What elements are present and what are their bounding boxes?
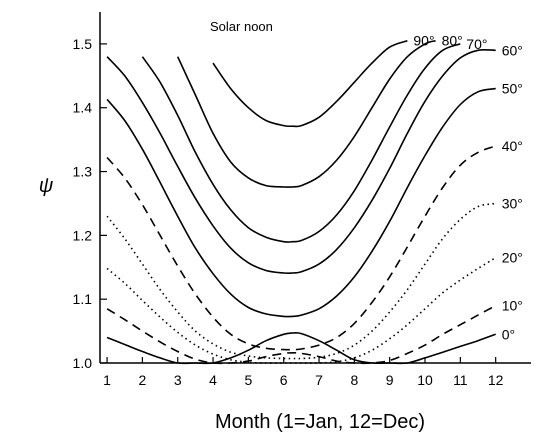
y-tick-label: 1.0 (73, 355, 93, 371)
x-tick-label: 4 (209, 372, 217, 388)
curve-80-deg (176, 39, 436, 188)
curve-label: 60° (502, 42, 523, 58)
curve-label: 30° (502, 196, 523, 212)
x-tick-label: 3 (174, 372, 182, 388)
curve-label: 40° (502, 138, 523, 154)
curve-40-deg (106, 145, 496, 351)
curve-label: 0° (502, 326, 515, 342)
x-axis-title: Month (1=Jan, 12=Dec) (215, 411, 425, 433)
curve-label: 20° (502, 250, 523, 266)
solar-noon-annotation: Solar noon (210, 19, 273, 34)
x-tick-label: 10 (417, 372, 433, 388)
curve-90-deg (212, 39, 408, 128)
curve-50-deg (106, 87, 496, 318)
x-tick-label: 9 (386, 372, 394, 388)
curve-label: 50° (502, 81, 523, 97)
axis-ticks: 1 2 3 4 5 6 7 8 9 10 11 121.01.11.21.31.41.5 (73, 36, 504, 388)
curve-30-deg (106, 202, 496, 360)
x-tick-label: 1 (103, 372, 111, 388)
y-tick-label: 1.2 (73, 227, 93, 243)
x-tick-label: 12 (488, 372, 504, 388)
curve-20-deg (106, 257, 497, 364)
curve-0-deg (106, 332, 496, 365)
y-tick-label: 1.1 (73, 291, 93, 307)
x-tick-label: 2 (138, 372, 146, 388)
x-tick-label: 8 (350, 372, 358, 388)
curve-label: 10° (502, 298, 523, 314)
curve-label-group: 0° 10° 20° 30° 40° 50° 60° 70°80° 90° (413, 33, 522, 343)
curve-70-deg (141, 43, 461, 243)
curve-60-deg (106, 48, 496, 275)
curve-label: 90° (413, 33, 434, 49)
curve-10-deg (106, 304, 497, 365)
curve-group (106, 39, 497, 365)
y-tick-label: 1.3 (73, 164, 93, 180)
y-tick-label: 1.5 (73, 36, 93, 52)
curve-label: 80° (442, 33, 463, 49)
x-tick-label: 5 (244, 372, 252, 388)
y-tick-label: 1.4 (73, 100, 93, 116)
x-tick-label: 11 (453, 372, 468, 388)
y-axis-title: ψ (39, 175, 54, 197)
x-tick-label: 7 (315, 372, 323, 388)
curve-label: 70° (466, 36, 487, 52)
x-tick-label: 6 (280, 372, 288, 388)
